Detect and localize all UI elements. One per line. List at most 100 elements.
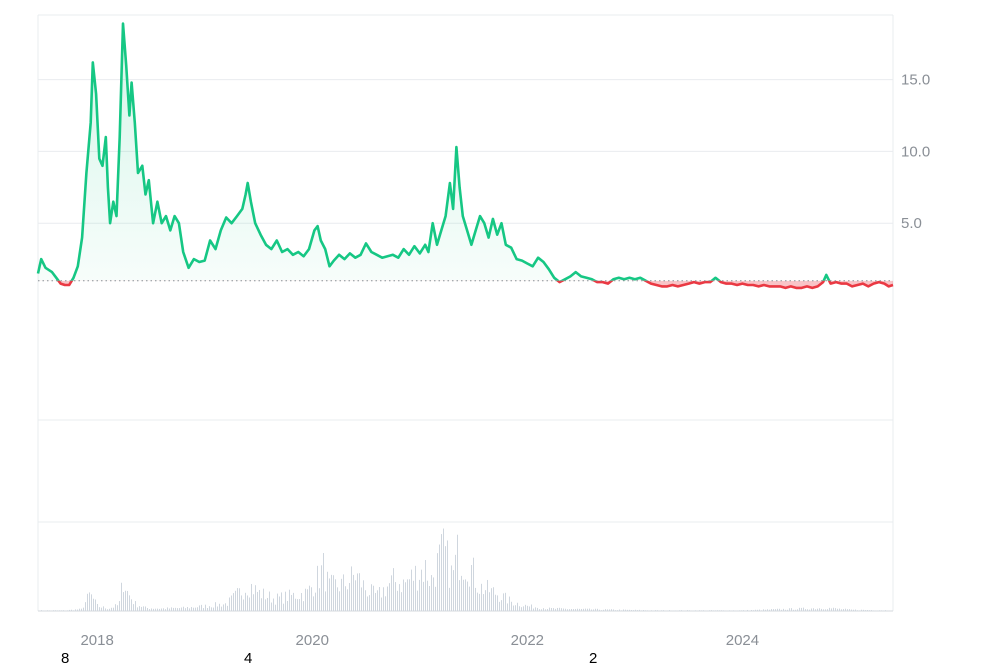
volume-bar-407 — [853, 609, 854, 611]
volume-bar-6 — [51, 610, 52, 611]
volume-bar-162 — [363, 580, 364, 611]
volume-bar-310 — [659, 610, 660, 611]
area-below-baseline — [38, 280, 893, 288]
volume-bar-80 — [199, 605, 200, 611]
volume-bar-105 — [249, 597, 250, 611]
volume-bar-68 — [175, 607, 176, 611]
volume-bar-109 — [257, 591, 258, 611]
volume-bar-142 — [323, 553, 324, 611]
volume-bar-277 — [593, 609, 594, 611]
volume-bar-376 — [791, 608, 792, 611]
volume-bar-227 — [493, 587, 494, 611]
volume-bar-127 — [293, 592, 294, 611]
volume-bar-417 — [873, 610, 874, 611]
volume-bar-155 — [349, 583, 350, 611]
volume-bar-101 — [241, 595, 242, 611]
volume-bar-191 — [421, 569, 422, 611]
volume-bar-41 — [121, 582, 122, 611]
volume-bar-56 — [151, 608, 152, 611]
volume-bar-141 — [321, 565, 322, 611]
volume-bar-15 — [69, 609, 70, 611]
volume-bar-301 — [641, 610, 642, 611]
volume-bar-261 — [561, 608, 562, 611]
volume-bar-360 — [759, 609, 760, 611]
volume-bar-30 — [99, 607, 100, 611]
volume-bar-187 — [413, 580, 414, 611]
volume-bar-251 — [541, 609, 542, 611]
volume-bar-200 — [439, 544, 440, 611]
volume-bar-257 — [553, 608, 554, 611]
x-axis-ticks: 2018 2020 2022 2024 — [80, 632, 759, 649]
x-tick-label-0: 2018 — [80, 632, 113, 649]
volume-bar-375 — [789, 608, 790, 611]
volume-bar-217 — [473, 557, 474, 611]
volume-bar-267 — [573, 609, 574, 611]
x-tick-label-2: 2022 — [511, 632, 544, 649]
volume-bar-402 — [843, 609, 844, 611]
volume-bar-390 — [819, 608, 820, 611]
volume-bar-383 — [805, 609, 806, 611]
volume-bar-168 — [375, 592, 376, 611]
volume-bar-38 — [115, 604, 116, 611]
volume-bar-249 — [537, 607, 538, 611]
volume-bar-273 — [585, 608, 586, 611]
volume-bar-194 — [427, 580, 428, 611]
volume-bar-97 — [233, 593, 234, 611]
volume-bar-394 — [827, 609, 828, 611]
volume-bar-359 — [757, 609, 758, 611]
y-axis-ticks: 5.0 10.0 15.0 — [901, 72, 930, 233]
volume-bar-356 — [751, 609, 752, 611]
volume-bar-192 — [423, 581, 424, 611]
volume-bar-18 — [75, 609, 76, 611]
volume-bar-302 — [643, 610, 644, 611]
price-line-above — [36, 22, 831, 281]
volume-bar-215 — [469, 586, 470, 611]
volume-bar-37 — [113, 607, 114, 611]
volume-bar-74 — [187, 607, 188, 611]
volume-bar-176 — [391, 575, 392, 611]
volume-bar-410 — [859, 610, 860, 611]
volume-bar-169 — [377, 590, 378, 611]
volume-bar-110 — [259, 589, 260, 611]
volume-bar-116 — [271, 602, 272, 611]
volume-bar-265 — [569, 609, 570, 611]
volume-bar-9 — [57, 610, 58, 611]
volume-bar-298 — [635, 609, 636, 611]
volume-bar-345 — [729, 610, 730, 611]
volume-bar-166 — [371, 584, 372, 611]
volume-bar-27 — [93, 598, 94, 611]
volume-bar-258 — [555, 608, 556, 611]
volume-bar-198 — [435, 586, 436, 611]
volume-bar-275 — [589, 608, 590, 611]
volume-bar-156 — [351, 566, 352, 611]
volume-bar-225 — [489, 592, 490, 611]
volume-bar-28 — [95, 599, 96, 611]
y-tick-label-0: 5.0 — [901, 215, 922, 232]
volume-bar-136 — [311, 587, 312, 611]
volume-bar-52 — [143, 606, 144, 611]
volume-bar-228 — [495, 594, 496, 611]
volume-bar-256 — [551, 608, 552, 611]
volume-bar-212 — [463, 579, 464, 611]
volume-bar-62 — [163, 608, 164, 611]
volume-bar-246 — [531, 604, 532, 611]
volume-bar-347 — [733, 610, 734, 611]
volume-bar-253 — [545, 609, 546, 611]
volume-bar-39 — [117, 605, 118, 611]
volume-bar-96 — [231, 595, 232, 611]
volume-bar-69 — [177, 608, 178, 611]
volume-bar-71 — [181, 607, 182, 611]
volume-bar-54 — [147, 608, 148, 611]
volume-bar-202 — [443, 528, 444, 611]
volume-bar-51 — [141, 606, 142, 611]
volume-bar-103 — [245, 592, 246, 611]
volume-bar-214 — [467, 581, 468, 611]
volume-bar-280 — [599, 609, 600, 611]
volume-bar-264 — [567, 609, 568, 611]
volume-bar-423 — [885, 610, 886, 611]
volume-bar-254 — [547, 609, 548, 611]
volume-bar-247 — [533, 608, 534, 611]
volume-bar-167 — [373, 585, 374, 611]
volume-bar-401 — [841, 609, 842, 611]
